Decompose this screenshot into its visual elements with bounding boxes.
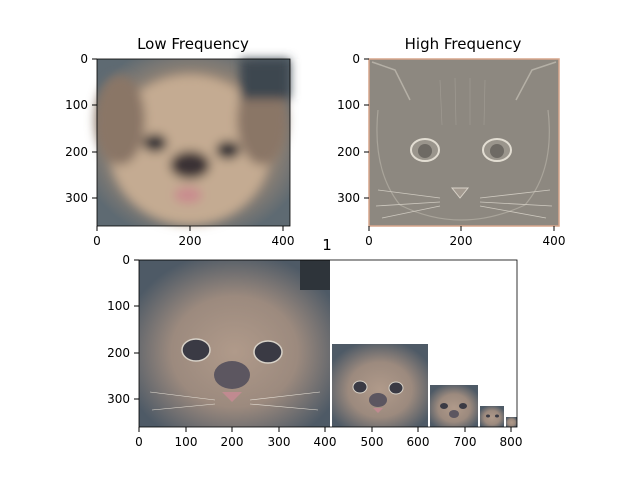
low-ytick-200: 200: [65, 145, 88, 159]
pyramid-ytick-0: 0: [122, 253, 130, 267]
pyramid-image: [139, 260, 517, 427]
low-xtick-400: 400: [272, 234, 295, 248]
high-xtick-200: 200: [450, 234, 473, 248]
pyramid-xtick-200: 200: [221, 435, 244, 449]
low-frequency-panel: Low Frequency 0 100 200 300: [65, 35, 294, 248]
low-y-axis: 0 100 200 300: [65, 52, 97, 205]
low-ytick-300: 300: [65, 191, 88, 205]
pyramid-axes-frame: [138, 259, 518, 428]
pyramid-xtick-800: 800: [500, 435, 523, 449]
high-xtick-0: 0: [365, 234, 373, 248]
pyramid-y-axis: 0 100 200 300: [107, 253, 139, 406]
pyramid-level-0: [139, 260, 330, 427]
pyramid-level-4: [506, 417, 517, 427]
high-xtick-400: 400: [543, 234, 566, 248]
high-frequency-image: [368, 58, 560, 227]
high-ytick-300: 300: [337, 191, 360, 205]
pyramid-x-axis: 0 100 200 300 400 500 600 700 800: [135, 427, 522, 449]
pyramid-xtick-300: 300: [268, 435, 291, 449]
low-x-axis: 0 200 400: [93, 226, 294, 248]
low-xtick-0: 0: [93, 234, 101, 248]
low-frequency-image: [95, 58, 291, 227]
high-ytick-200: 200: [337, 145, 360, 159]
high-ytick-100: 100: [337, 98, 360, 112]
pyramid-xtick-600: 600: [407, 435, 430, 449]
high-x-axis: 0 200 400: [365, 226, 565, 248]
pyramid-ytick-100: 100: [107, 299, 130, 313]
pyramid-level-2: [430, 385, 478, 427]
low-ytick-100: 100: [65, 98, 88, 112]
pyramid-ytick-300: 300: [107, 392, 130, 406]
pyramid-level-1: [332, 344, 428, 427]
high-y-axis: 0 100 200 300: [337, 52, 369, 205]
pyramid-xtick-700: 700: [454, 435, 477, 449]
high-frequency-title: High Frequency: [405, 35, 522, 53]
pyramid-panel: 0 100 200 300 0 100 200 300 400 500 600 …: [107, 253, 522, 449]
low-xtick-200: 200: [179, 234, 202, 248]
high-frequency-panel: High Frequency: [337, 35, 565, 248]
low-frequency-title: Low Frequency: [137, 35, 249, 53]
pyramid-level-3: [480, 406, 504, 427]
low-ytick-0: 0: [80, 52, 88, 66]
figure-suptitle: 1: [322, 236, 332, 254]
pyramid-xtick-0: 0: [135, 435, 143, 449]
pyramid-xtick-500: 500: [361, 435, 384, 449]
pyramid-xtick-400: 400: [314, 435, 337, 449]
pyramid-xtick-100: 100: [175, 435, 198, 449]
high-ytick-0: 0: [352, 52, 360, 66]
pyramid-ytick-200: 200: [107, 346, 130, 360]
